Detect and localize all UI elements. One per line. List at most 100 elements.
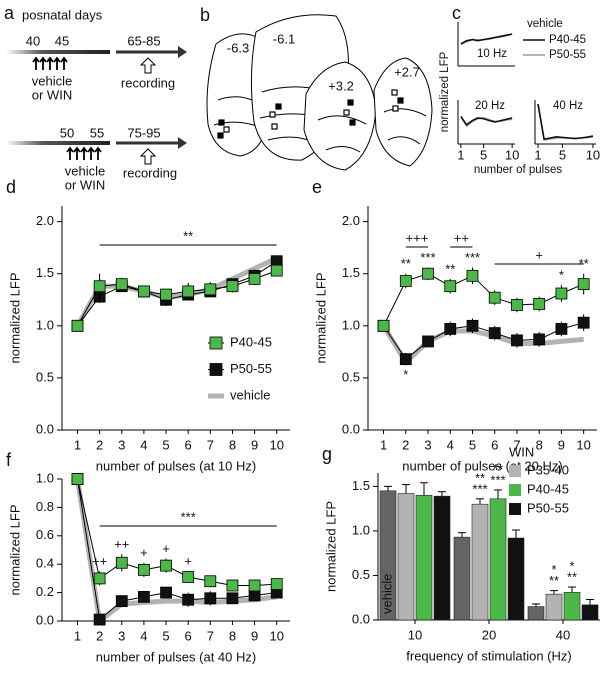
bracket-label: + — [535, 247, 543, 262]
series-line — [460, 33, 513, 45]
y-tick-label: 1.0 — [342, 317, 360, 332]
series-line — [460, 116, 513, 126]
x-tick-label: 1 — [534, 147, 541, 162]
data-point — [533, 333, 546, 346]
bracket-label: ** — [183, 228, 193, 243]
data-point — [93, 613, 106, 626]
x-tick-label: 7 — [207, 628, 214, 643]
x-tick-label: 10 — [576, 437, 590, 452]
panel-a: a posnatal days 40 45 vehicle or WIN 65-… — [4, 3, 187, 192]
significance-label: * — [569, 558, 574, 573]
bar — [545, 593, 563, 621]
data-point — [160, 288, 172, 301]
x-tick-label: 6 — [185, 628, 192, 643]
y-tick-label: 1.0 — [36, 470, 54, 485]
panel-letter: e — [312, 177, 322, 197]
data-point — [270, 578, 283, 590]
data-point — [115, 278, 128, 291]
significance-label: *** — [420, 250, 435, 265]
data-point — [226, 579, 239, 592]
recording-label: recording — [123, 165, 177, 180]
treatment: or WIN — [32, 87, 72, 102]
x-tick-label: 6 — [185, 437, 192, 452]
data-point — [444, 323, 457, 335]
timeline-title: posnatal days — [22, 7, 103, 22]
data-point — [248, 273, 261, 285]
bracket-label: *** — [181, 509, 196, 524]
significance-label: ** — [493, 461, 503, 476]
series-line — [77, 478, 277, 586]
legend-label: P40-45 — [549, 34, 586, 46]
data-point — [466, 319, 479, 332]
data-point — [488, 327, 501, 340]
treatment-bar — [6, 50, 110, 54]
significance-label: ** — [475, 470, 485, 485]
bar — [471, 503, 489, 621]
bracket-label: ++ — [454, 230, 469, 245]
treatment: vehicle — [65, 163, 105, 178]
data-point — [248, 579, 261, 592]
legend-swatch — [209, 336, 223, 350]
series-line — [383, 273, 584, 327]
section-label: -6.1 — [273, 31, 295, 46]
legend-label: P40-45 — [230, 334, 272, 349]
data-point — [160, 559, 172, 572]
significance-label: ** — [401, 256, 411, 271]
legend-label: P40-45 — [527, 481, 569, 496]
series-line — [537, 103, 594, 140]
x-tick-label: 1 — [457, 147, 464, 162]
x-tick-label: 8 — [229, 628, 236, 643]
x-axis-label: number of pulses (at 10 Hz) — [96, 458, 256, 473]
data-point — [488, 291, 501, 304]
bar — [397, 493, 415, 621]
brain-section — [373, 57, 433, 167]
data-point — [204, 592, 217, 605]
y-tick-label: 1.0 — [352, 522, 370, 537]
data-point — [444, 280, 457, 293]
arrow-head — [178, 137, 187, 149]
x-tick-label: 20 — [482, 627, 496, 642]
x-tick-label: 4 — [447, 437, 454, 452]
x-tick-label: 1 — [74, 628, 81, 643]
series-line — [75, 255, 278, 328]
section-label: +2.7 — [394, 64, 420, 79]
significance-label: ++ — [114, 537, 129, 552]
x-tick-label: 3 — [424, 437, 431, 452]
data-point — [182, 571, 195, 583]
y-axis-label: normalized LFP — [313, 272, 328, 363]
x-tick-label: 3 — [118, 437, 125, 452]
panel-letter: d — [6, 177, 16, 197]
x-tick-label: 9 — [251, 628, 258, 643]
x-tick-label: 2 — [402, 437, 409, 452]
bar — [581, 604, 599, 621]
significance-label: *** — [472, 481, 487, 496]
series-line — [383, 322, 584, 360]
panel-letter: g — [322, 444, 332, 464]
legend-swatch — [509, 484, 521, 496]
chart-title: 10 Hz — [477, 48, 507, 60]
bar — [379, 490, 397, 621]
x-tick-label: 5 — [559, 147, 566, 162]
data-point — [422, 267, 434, 280]
y-tick-label: 0.0 — [36, 421, 54, 436]
x-axis-label: number of pulses (at 20 Hz) — [402, 458, 562, 473]
section-label: -6.3 — [227, 40, 249, 55]
recording-label: recording — [121, 75, 175, 90]
x-tick-label: 5 — [162, 437, 169, 452]
y-tick-label: 0.4 — [36, 556, 54, 571]
injection-arrows — [32, 56, 68, 70]
chart-title: 40 Hz — [553, 100, 583, 112]
y-tick-label: 1.0 — [36, 317, 54, 332]
y-tick-label: 1.5 — [36, 265, 54, 280]
y-axis-label: normalized LFP — [439, 51, 451, 132]
data-point — [204, 575, 217, 588]
section-label: +3.2 — [328, 78, 354, 93]
legend-title: vehicle — [527, 18, 563, 30]
significance-label: * — [403, 367, 408, 382]
x-tick-label: 7 — [207, 437, 214, 452]
series-line — [75, 478, 278, 624]
panel-letter: c — [452, 3, 461, 23]
treatment: vehicle — [32, 73, 72, 88]
data-point — [182, 593, 195, 606]
